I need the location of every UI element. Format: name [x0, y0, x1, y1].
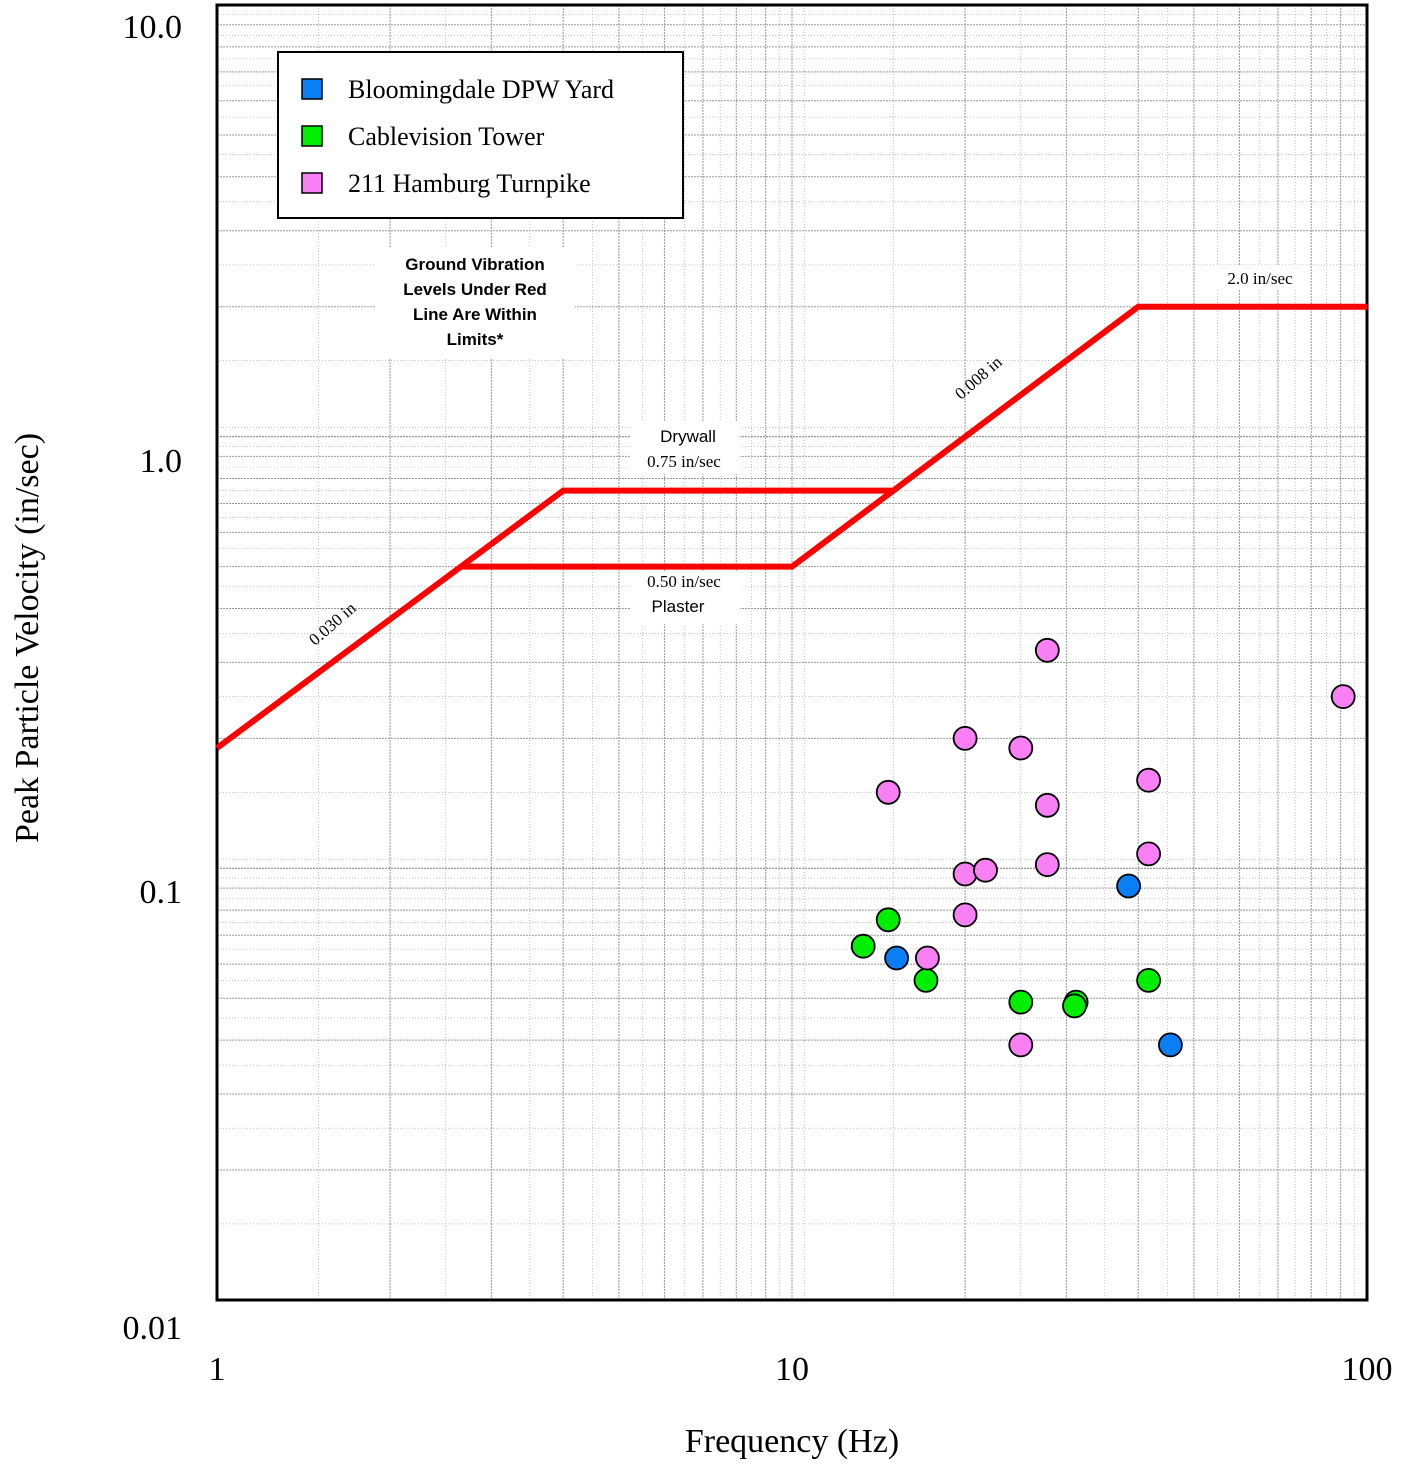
legend-swatch-cablevision-tower	[301, 125, 323, 147]
data-point-211-hamburg-turnpike	[915, 945, 940, 971]
data-point-211-hamburg-turnpike	[952, 902, 978, 928]
data-point-cablevision-tower	[875, 907, 901, 933]
region-note-line: Levels Under Red	[403, 280, 547, 299]
max-velocity-label: 2.0 in/sec	[1227, 269, 1293, 288]
data-point-211-hamburg-turnpike	[1136, 767, 1161, 793]
plaster-label: Plaster	[652, 597, 705, 616]
legend-label-211-hamburg-turnpike: 211 Hamburg Turnpike	[348, 169, 591, 198]
data-point-211-hamburg-turnpike	[1008, 735, 1034, 761]
y-tick-label: 10.0	[123, 9, 183, 46]
x-tick-label: 100	[1342, 1351, 1393, 1388]
data-points	[850, 637, 1356, 1058]
region-note-line: Ground Vibration	[405, 255, 544, 274]
drywall-value-label: 0.75 in/sec	[647, 452, 721, 471]
drywall-label-background	[630, 422, 740, 474]
x-axis-title: Frequency (Hz)	[685, 1423, 899, 1460]
displacement-low-label: 0.030 in	[305, 598, 360, 649]
y-axis-title: Peak Particle Velocity (in/sec)	[9, 433, 46, 843]
region-note-line: Line Are Within	[413, 305, 537, 324]
data-point-bloomingdale-dpw-yard	[884, 945, 909, 971]
y-tick-label: 1.0	[140, 443, 183, 480]
legend-label-bloomingdale-dpw-yard: Bloomingdale DPW Yard	[348, 75, 614, 104]
legend-swatch-211-hamburg-turnpike	[301, 172, 323, 194]
y-tick-label: 0.01	[123, 1310, 183, 1347]
y-tick-label: 0.1	[140, 874, 183, 911]
data-point-211-hamburg-turnpike	[1034, 852, 1060, 877]
data-point-211-hamburg-turnpike	[1034, 792, 1060, 818]
data-point-211-hamburg-turnpike	[952, 726, 978, 751]
data-point-211-hamburg-turnpike	[1034, 637, 1060, 663]
data-point-cablevision-tower	[1136, 968, 1161, 993]
data-point-211-hamburg-turnpike	[952, 861, 978, 887]
plaster-value-label: 0.50 in/sec	[647, 572, 721, 591]
data-point-bloomingdale-dpw-yard	[1158, 1032, 1183, 1058]
x-axis-ticks: 1 10 100	[209, 1351, 1393, 1388]
data-point-211-hamburg-turnpike	[1330, 684, 1356, 709]
data-point-cablevision-tower	[913, 968, 939, 993]
data-point-211-hamburg-turnpike	[1008, 1032, 1034, 1058]
max-velocity-label-background	[1214, 265, 1306, 289]
legend-label-cablevision-tower: Cablevision Tower	[348, 122, 545, 151]
plot-area-frame	[215, 3, 1369, 1302]
data-point-211-hamburg-turnpike	[875, 779, 901, 805]
region-note-line: Limits*	[447, 330, 504, 349]
plaster-limit-line	[460, 488, 896, 570]
legend: Bloomingdale DPW Yard Cablevision Tower …	[277, 51, 684, 219]
displacement-high-label: 0.008 in	[951, 352, 1006, 403]
drywall-label: Drywall	[660, 427, 716, 446]
data-point-cablevision-tower	[1008, 989, 1034, 1015]
data-point-cablevision-tower	[1062, 993, 1087, 1019]
legend-box	[277, 51, 684, 219]
x-tick-label: 1	[209, 1351, 226, 1388]
data-point-cablevision-tower	[850, 933, 876, 959]
data-point-bloomingdale-dpw-yard	[1116, 873, 1141, 899]
y-axis-ticks: 10.0 1.0 0.1 0.01	[123, 9, 183, 1347]
data-point-211-hamburg-turnpike	[1136, 841, 1161, 867]
legend-swatch-bloomingdale-dpw-yard	[301, 78, 323, 100]
region-note-background	[375, 248, 575, 358]
x-tick-label: 10	[775, 1351, 809, 1388]
data-point-211-hamburg-turnpike	[973, 857, 998, 883]
plaster-label-background	[630, 572, 740, 624]
limit-lines	[215, 303, 1367, 751]
